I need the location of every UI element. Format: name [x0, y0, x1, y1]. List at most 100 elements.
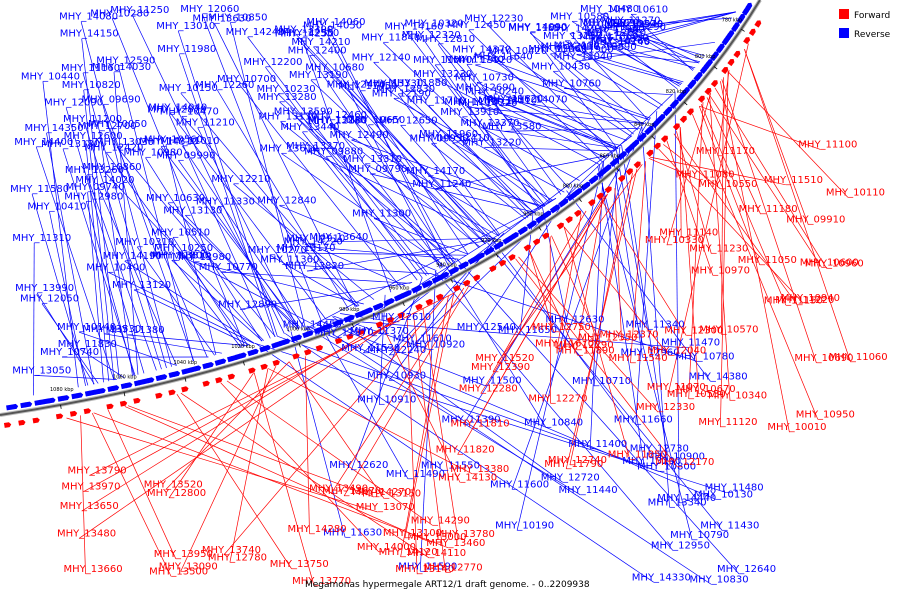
leader-line [285, 333, 654, 583]
gene-label: MHY_12550 [280, 28, 339, 39]
leader-line [663, 144, 721, 190]
leader-line [288, 361, 385, 499]
leader-line [41, 303, 99, 384]
leader-line [176, 394, 292, 570]
leader-line [601, 41, 682, 86]
leader-line [511, 126, 643, 490]
leader-line [550, 53, 639, 131]
gene-label: MHY_14050 [303, 20, 362, 31]
leader-line [81, 38, 120, 379]
forward-gene-arrow [653, 142, 661, 150]
gene-label: MHY_11310 [12, 233, 71, 244]
leader-line [598, 164, 645, 467]
reverse-gene-arrow [574, 187, 583, 196]
leader-line [194, 261, 364, 305]
gene-label: MHY_13390 [274, 25, 333, 36]
reverse-gene-arrow [689, 79, 697, 87]
gene-label: MHY_13480 [57, 528, 116, 539]
forward-gene-arrow [498, 259, 506, 267]
reverse-gene-arrow [425, 280, 433, 287]
gene-label: MHY_11030 [444, 97, 503, 108]
tick-label: 820 kbp [666, 89, 686, 95]
leader-line [412, 312, 446, 573]
gene-label: MHY_13280 [258, 92, 317, 103]
leader-line [699, 105, 821, 150]
leader-line [255, 342, 444, 471]
gene-label: MHY_12050 [20, 294, 79, 305]
gene-label: MHY_11300 [352, 209, 411, 220]
leader-line [542, 207, 568, 325]
leader-line [435, 78, 600, 165]
leader-line [721, 77, 724, 335]
gene-label: MHY_11040 [413, 55, 472, 66]
reverse-gene-arrow [671, 99, 679, 107]
gene-label: MHY_12690 [456, 83, 515, 94]
gene-label: MHY_11270 [601, 16, 660, 27]
leader-line [612, 11, 737, 48]
gene-label: MHY_11830 [58, 339, 117, 350]
gene-label: MHY_12590 [96, 56, 155, 67]
gene-label: MHY_12990 [583, 18, 642, 29]
gene-label: MHY_11960 [419, 129, 478, 140]
leader-line [569, 33, 649, 121]
leader-line [168, 114, 271, 339]
reverse-gene-arrow [451, 266, 459, 274]
leader-line [431, 143, 527, 220]
leader-line [551, 235, 601, 343]
reverse-gene-arrow [529, 220, 537, 228]
gene-label: MHY_10940 [781, 293, 840, 304]
reverse-gene-arrow [682, 87, 690, 95]
leader-line [306, 325, 717, 500]
leader-line [492, 210, 587, 372]
reverse-gene-arrow [511, 232, 519, 239]
reverse-gene-arrow [111, 385, 120, 392]
leader-line [676, 131, 712, 254]
gene-label: MHY_13370 [460, 118, 519, 129]
reverse-gene-arrow [632, 139, 640, 147]
gene-label: MHY_11510 [764, 175, 823, 186]
leader-line [308, 243, 406, 287]
leader-line [93, 412, 449, 549]
leader-line [254, 342, 727, 494]
leader-line [108, 271, 255, 344]
gene-label: MHY_12620 [329, 460, 388, 471]
gene-label: MHY_10760 [542, 79, 601, 90]
leader-line [305, 326, 581, 496]
gene-label: MHY_13270 [286, 141, 345, 152]
leader-line [127, 405, 375, 498]
leader-line [36, 292, 95, 385]
leader-line [700, 103, 787, 306]
gene-label: MHY_13820 [285, 261, 344, 272]
leader-line [406, 315, 418, 575]
gene-label: MHY_12060 [180, 4, 239, 15]
leader-line [641, 126, 670, 508]
leader-line [238, 83, 402, 288]
gene-label: MHY_12260 [195, 80, 254, 91]
forward-gene-arrow [133, 397, 141, 404]
leader-line [650, 156, 786, 186]
forward-gene-arrow [704, 88, 712, 96]
gene-label: MHY_10980 [124, 148, 183, 159]
gene-label: MHY_12910 [286, 234, 345, 245]
gene-label: MHY_10320 [405, 18, 464, 29]
gene-label: MHY_13090 [159, 561, 218, 572]
figure-title: Megamonas hypermegale ART12/1 draft geno… [305, 580, 590, 590]
gene-label: MHY_10710 [572, 376, 631, 387]
leader-line [295, 34, 492, 242]
forward-gene-arrow [334, 337, 343, 345]
leader-line [104, 171, 264, 341]
reverse-gene-arrow [552, 204, 560, 212]
tick-mark [184, 377, 187, 382]
gene-label: MHY_09690 [82, 94, 141, 105]
forward-gene-arrow [260, 363, 268, 370]
leader-line [185, 215, 298, 330]
leader-line [178, 160, 299, 330]
leader-line [133, 289, 250, 346]
leader-line [247, 36, 429, 275]
leader-line [607, 34, 678, 90]
gene-label: MHY_10150 [159, 83, 218, 94]
leader-line [528, 250, 578, 356]
leader-line [400, 125, 500, 237]
gene-label: MHY_13220 [462, 137, 521, 148]
gene-label: MHY_12720 [541, 472, 600, 483]
